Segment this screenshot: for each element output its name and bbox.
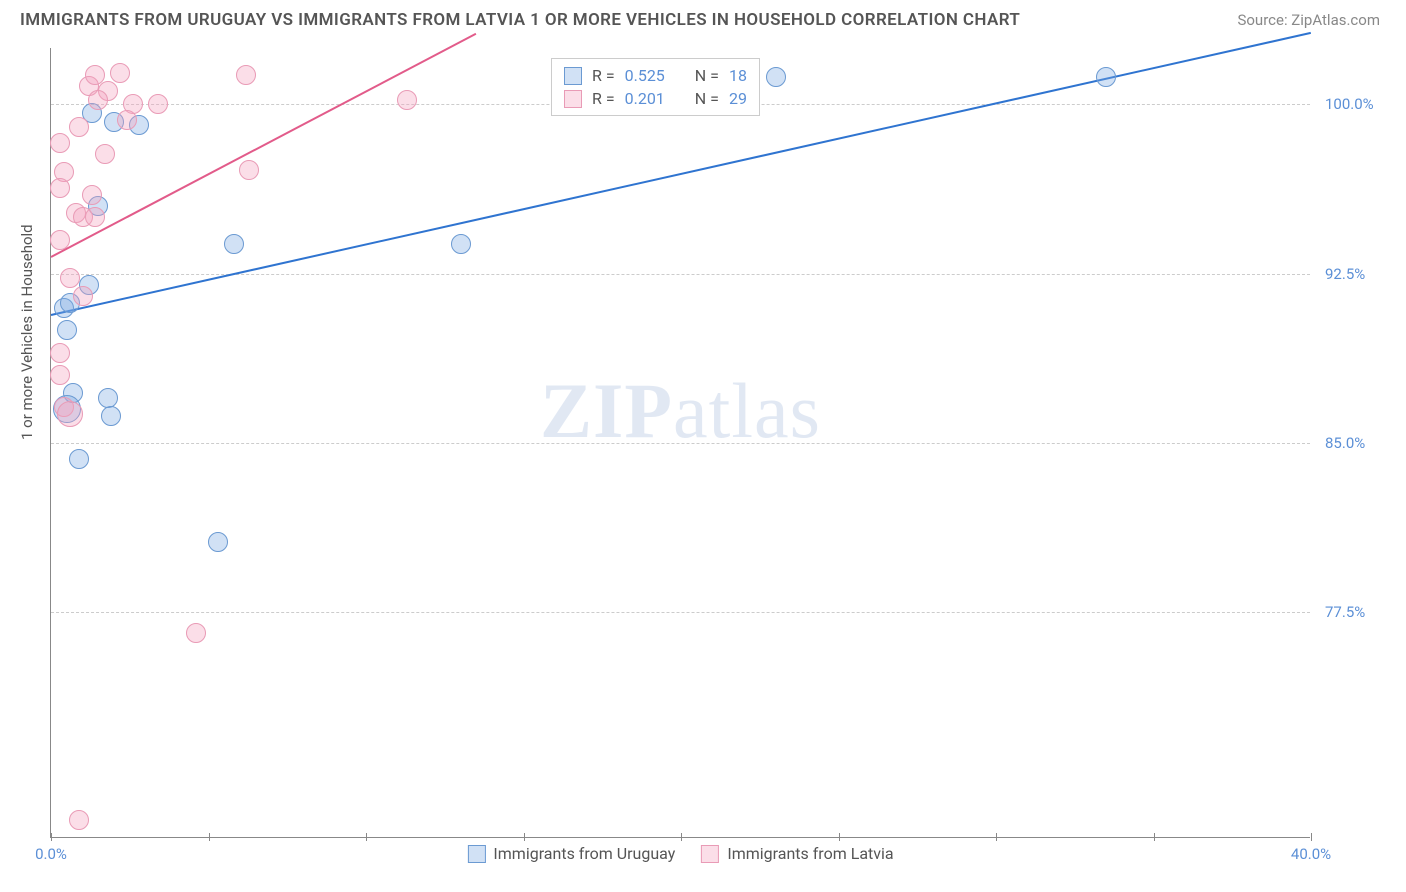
data-point	[82, 185, 102, 205]
data-point	[50, 343, 70, 363]
stats-row: R = 0.201 N = 29	[564, 87, 747, 110]
y-tick-label: 100.0%	[1325, 95, 1374, 113]
x-tick	[996, 833, 997, 841]
data-point	[451, 234, 471, 254]
data-point	[57, 320, 77, 340]
data-point	[73, 286, 93, 306]
x-tick	[524, 833, 525, 841]
data-point	[101, 406, 121, 426]
y-axis-title: 1 or more Vehicles in Household	[18, 224, 36, 440]
scatter-chart: ZIPatlas 100.0%92.5%85.0%77.5%0.0%40.0%R…	[50, 48, 1310, 838]
stat-r-value: 0.201	[625, 89, 665, 108]
y-tick-label: 92.5%	[1325, 265, 1365, 283]
legend-label: Immigrants from Latvia	[727, 844, 893, 863]
x-tick-label: 0.0%	[35, 845, 67, 863]
data-point	[239, 160, 259, 180]
x-tick	[681, 833, 682, 841]
legend-item: Immigrants from Latvia	[701, 844, 893, 863]
x-tick-label: 40.0%	[1291, 845, 1331, 863]
x-tick	[1154, 833, 1155, 841]
series-swatch	[564, 67, 582, 85]
data-point	[50, 230, 70, 250]
data-point	[148, 94, 168, 114]
x-tick	[1311, 833, 1312, 841]
x-tick	[839, 833, 840, 841]
y-tick-label: 77.5%	[1325, 603, 1365, 621]
data-point	[224, 234, 244, 254]
stat-n-value: 29	[729, 89, 747, 108]
x-tick	[209, 833, 210, 841]
gridline-horizontal	[51, 612, 1310, 613]
stat-n-label: N =	[695, 66, 719, 85]
data-point	[50, 178, 70, 198]
x-tick	[51, 833, 52, 841]
data-point	[95, 144, 115, 164]
data-point	[208, 532, 228, 552]
stat-n-label: N =	[695, 89, 719, 108]
data-point	[85, 207, 105, 227]
stat-n-value: 18	[729, 66, 747, 85]
chart-title: IMMIGRANTS FROM URUGUAY VS IMMIGRANTS FR…	[20, 10, 1020, 30]
legend-item: Immigrants from Uruguay	[467, 844, 675, 863]
stat-r-label: R =	[592, 66, 615, 85]
data-point	[117, 110, 137, 130]
data-point	[85, 65, 105, 85]
legend-label: Immigrants from Uruguay	[493, 844, 675, 863]
data-point	[60, 268, 80, 288]
x-tick	[366, 833, 367, 841]
data-point	[50, 133, 70, 153]
legend-swatch	[701, 845, 719, 863]
stats-row: R = 0.525 N = 18	[564, 64, 747, 87]
data-point	[57, 401, 83, 427]
data-point	[69, 810, 89, 830]
header: IMMIGRANTS FROM URUGUAY VS IMMIGRANTS FR…	[0, 0, 1406, 36]
data-point	[69, 449, 89, 469]
y-tick-label: 85.0%	[1325, 434, 1365, 452]
data-point	[236, 65, 256, 85]
series-swatch	[564, 90, 582, 108]
data-point	[88, 90, 108, 110]
data-point	[766, 67, 786, 87]
gridline-horizontal	[51, 274, 1310, 275]
legend: Immigrants from Uruguay Immigrants from L…	[467, 844, 893, 863]
data-point	[69, 117, 89, 137]
legend-swatch	[467, 845, 485, 863]
stat-r-label: R =	[592, 89, 615, 108]
data-point	[397, 90, 417, 110]
data-point	[186, 623, 206, 643]
stat-r-value: 0.525	[625, 66, 665, 85]
data-point	[98, 388, 118, 408]
data-point	[1096, 67, 1116, 87]
source-label: Source: ZipAtlas.com	[1237, 11, 1380, 29]
gridline-horizontal	[51, 443, 1310, 444]
data-point	[50, 365, 70, 385]
stats-box: R = 0.525 N = 18 R = 0.201 N = 29	[551, 58, 760, 116]
data-point	[110, 63, 130, 83]
